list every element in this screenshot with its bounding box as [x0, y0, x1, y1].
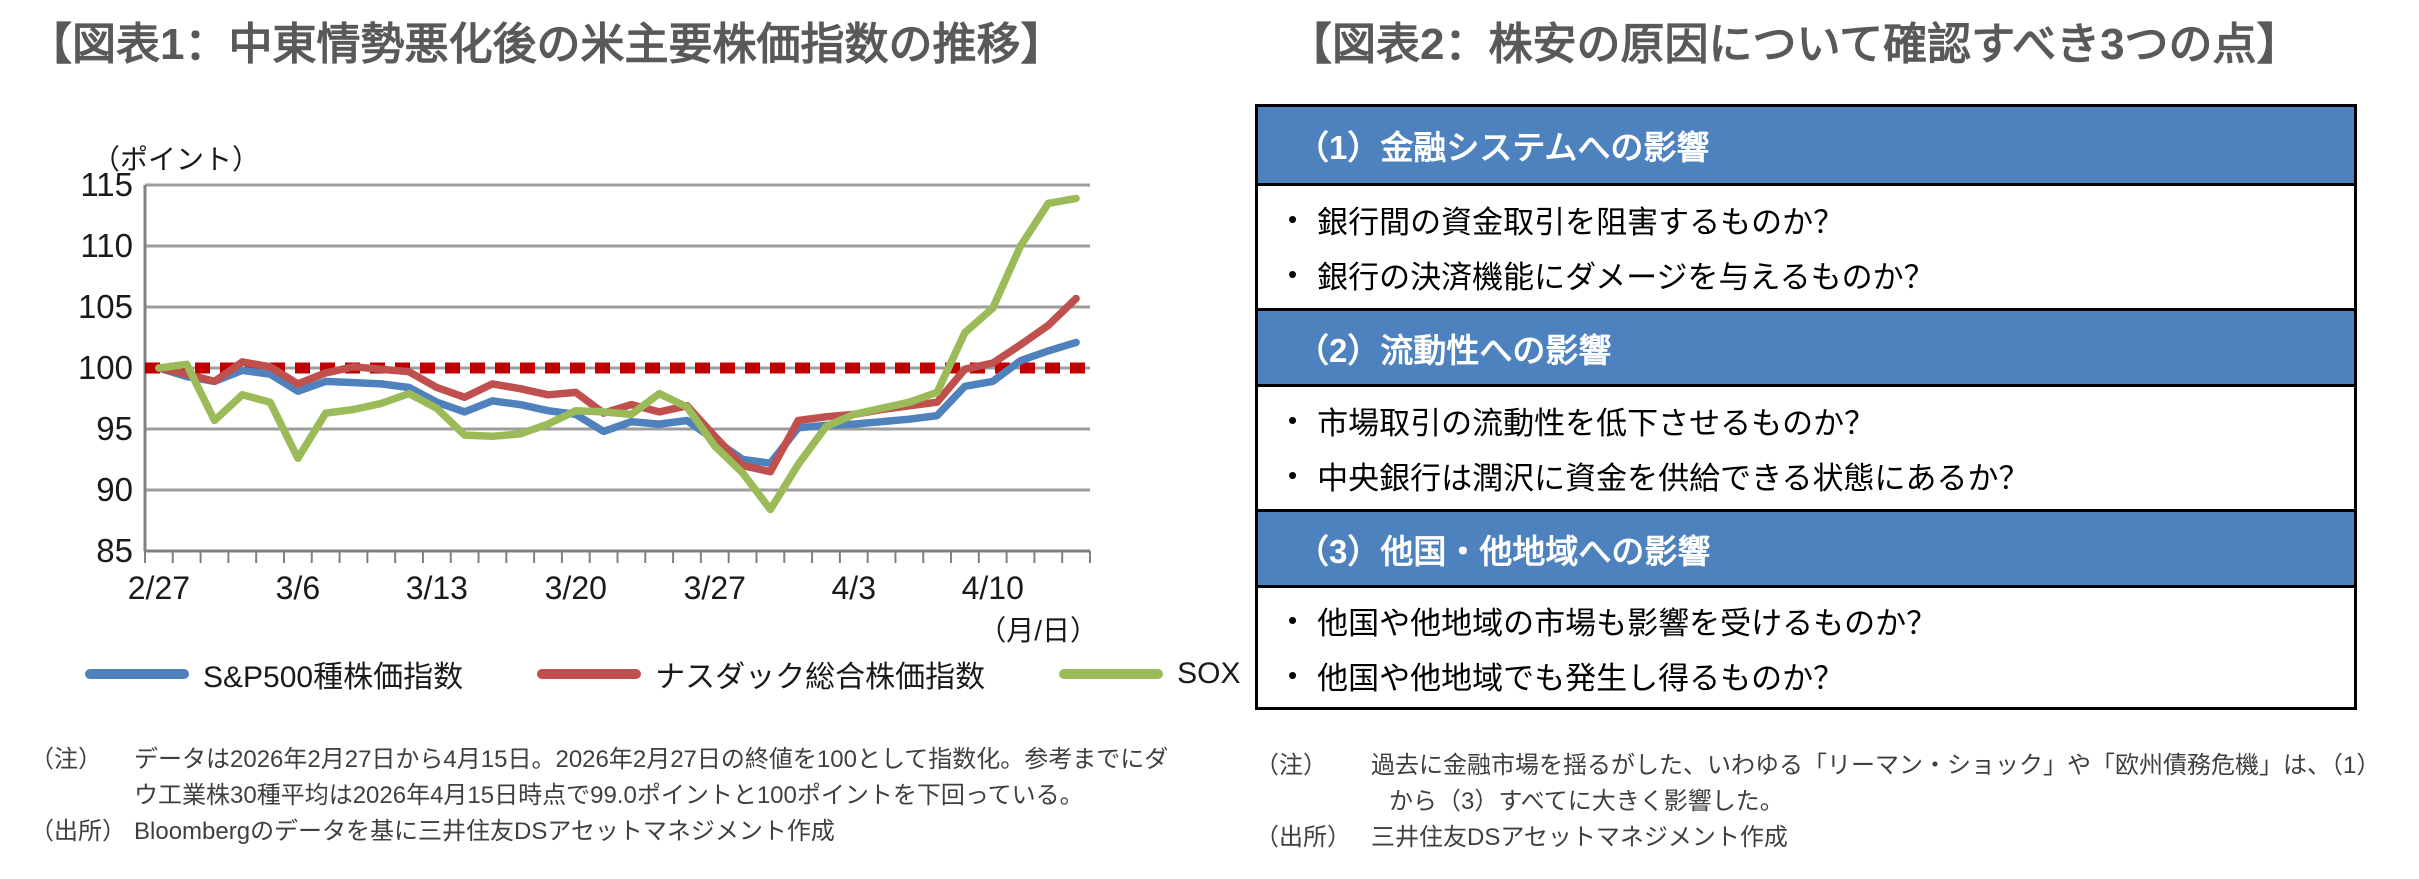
series-line-S&P500種株価指数	[155, 338, 1080, 467]
section1-bullet-1: 銀行間の資金取引を阻害するものか？	[1288, 197, 2354, 242]
x-tick-label-2/27: 2/27	[128, 570, 190, 606]
section2-body: 市場取引の流動性を低下させるものか？ 中央銀行は潤沢に資金を供給できる状態にある…	[1258, 387, 2354, 509]
x-tick-label-4/10: 4/10	[962, 570, 1024, 606]
y-tick-label-110: 110	[80, 227, 133, 264]
sox-line-swatch	[1059, 669, 1164, 679]
x-tick-label-3/20: 3/20	[545, 570, 607, 606]
legend-item-sox: SOX	[1059, 657, 1240, 691]
section1-body: 銀行間の資金取引を阻害するものか？ 銀行の決済機能にダメージを与えるものか？	[1258, 186, 2354, 308]
section3-bullet-1: 他国や他地域の市場も影響を受けるものか？	[1288, 598, 2354, 643]
section1-header: （1）金融システムへの影響	[1258, 107, 2354, 186]
figure1-source-text: Bloombergのデータを基に三井住友DSアセットマネジメント作成	[134, 818, 835, 845]
section3-body: 他国や他地域の市場も影響を受けるものか？ 他国や他地域でも発生し得るものか？	[1258, 588, 2354, 707]
y-tick-label-115: 115	[80, 166, 133, 203]
section2-bullet-1: 市場取引の流動性を低下させるものか？	[1288, 398, 2354, 443]
x-tick-label-3/27: 3/27	[684, 570, 746, 606]
chart-legend: S&P500種株価指数 ナスダック総合株価指数 SOX	[85, 652, 1240, 696]
x-tick-label-3/13: 3/13	[406, 570, 468, 606]
legend-label-sox: SOX	[1177, 657, 1241, 690]
figure2-source-label: （出所）	[1255, 824, 1351, 851]
figure1-note-text: データは2026年2月27日から4月15日。2026年2月27日の終値を100と…	[134, 746, 1169, 809]
legend-item-sp500: S&P500種株価指数	[85, 652, 463, 696]
three-points-table: （1）金融システムへの影響 銀行間の資金取引を阻害するものか？ 銀行の決済機能に…	[1255, 104, 2357, 710]
figure1-source-label: （出所）	[30, 818, 126, 845]
nasdaq-line-swatch	[537, 669, 642, 679]
x-tick-label-3/6: 3/6	[276, 570, 320, 606]
figure1-title: 【図表1：中東情勢悪化後の米主要株価指数の推移】	[28, 20, 1065, 69]
x-axis-unit-label: （月/日）	[978, 615, 1098, 646]
section2-bullet-2: 中央銀行は潤沢に資金を供給できる状態にあるか？	[1288, 453, 2354, 498]
stock-index-line-chart: 85 90 95 100 105 110 115 2/27 3/6 3/13 3/20 3/27 4/3…	[78, 166, 1098, 646]
y-tick-label-85: 85	[96, 532, 133, 569]
series-line-SOX	[155, 194, 1080, 514]
y-tick-label-95: 95	[96, 410, 133, 447]
x-tick-label-4/3: 4/3	[832, 570, 876, 606]
y-tick-label-100: 100	[78, 349, 133, 386]
y-tick-label-105: 105	[78, 288, 133, 325]
legend-label-nasdaq: ナスダック総合株価指数	[655, 661, 986, 694]
figure1-notes: （注） データは2026年2月27日から4月15日。2026年2月27日の終値を…	[30, 742, 1190, 850]
figure2-source-text: 三井住友DSアセットマネジメント作成	[1371, 824, 1788, 851]
legend-label-sp500: S&P500種株価指数	[203, 661, 464, 694]
figure2-title: 【図表2：株安の原因について確認すべき3つの点】	[1288, 20, 2301, 69]
y-axis-unit-label: （ポイント）	[92, 144, 261, 175]
y-tick-label-90: 90	[96, 471, 133, 508]
sp500-line-swatch	[85, 669, 189, 679]
figure2-note-text: 過去に金融市場を揺るがした、いわゆる「リーマン・ショック」や「欧州債務危機」は、…	[1371, 752, 2381, 815]
section2-header: （2）流動性への影響	[1258, 308, 2354, 387]
section3-bullet-2: 他国や他地域でも発生し得るものか？	[1288, 653, 2354, 698]
series-line-ナスダック総合株価指数	[155, 294, 1080, 476]
section3-header: （3）他国・他地域への影響	[1258, 509, 2354, 588]
legend-item-nasdaq: ナスダック総合株価指数	[537, 652, 985, 696]
section1-bullet-2: 銀行の決済機能にダメージを与えるものか？	[1288, 252, 2354, 297]
figure2-notes: （注） 過去に金融市場を揺るがした、いわゆる「リーマン・ショック」や「欧州債務危…	[1255, 748, 2390, 856]
figure2-note-label: （注）	[1255, 752, 1327, 779]
figure1-note-label: （注）	[30, 746, 102, 773]
